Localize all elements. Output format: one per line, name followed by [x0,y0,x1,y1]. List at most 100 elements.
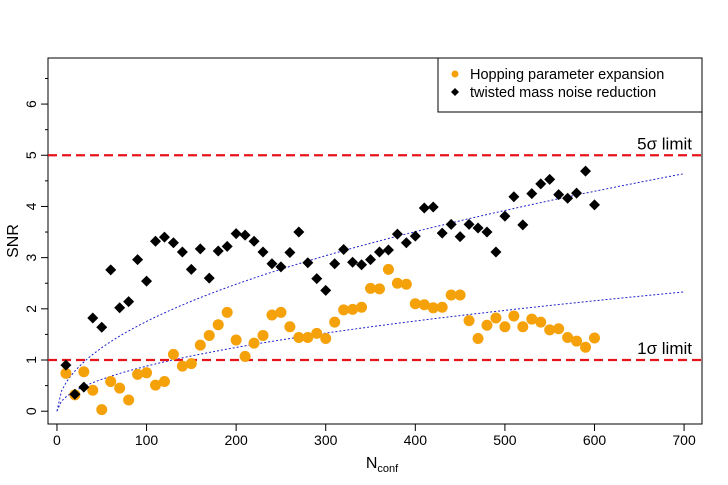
point-0-16 [203,329,215,341]
point-1-41 [427,201,439,213]
y-tick-label-4: 4 [23,202,39,210]
point-0-12 [167,348,179,360]
x-axis-title-sub: conf [377,463,399,475]
point-1-53 [535,178,547,190]
point-0-47 [481,319,493,331]
point-1-39 [409,230,421,242]
series-1 [60,165,600,400]
legend-box [437,57,703,113]
point-0-52 [526,313,538,325]
point-1-57 [571,187,583,199]
point-0-59 [588,332,600,344]
point-0-4 [96,404,108,416]
point-0-25 [284,321,296,333]
x-tick-label-6: 600 [583,432,607,448]
point-0-18 [221,306,233,318]
legend-items: Hopping parameter expansion twisted mass … [451,67,664,101]
legend-label-1: twisted mass noise reduction [470,85,656,101]
point-0-54 [544,324,556,336]
data-series [60,165,600,416]
point-1-0 [60,359,72,371]
point-1-26 [293,226,305,238]
reference-lines: 5σ limit 1σ limit [48,134,702,362]
point-0-37 [391,277,403,289]
point-0-36 [382,263,394,275]
x-tick-label-1: 100 [135,432,159,448]
point-1-8 [132,254,144,266]
point-0-45 [463,315,475,327]
point-1-34 [365,254,377,266]
y-tick-label-2: 2 [23,305,39,313]
point-0-56 [562,331,574,343]
x-axis-title: Nconf [366,455,399,475]
y-axis-title: SNR [5,224,22,258]
point-0-57 [571,335,583,347]
point-0-42 [436,301,448,313]
legend-marker-1 [451,88,459,96]
point-0-30 [329,316,341,328]
x-tick-label-2: 200 [224,432,248,448]
point-1-44 [454,231,466,243]
fit-curve-1 [56,291,685,412]
point-0-13 [176,360,188,372]
point-0-8 [132,368,144,380]
point-1-48 [490,246,502,258]
point-0-14 [185,358,197,370]
x-tick-label-3: 300 [314,432,338,448]
point-0-39 [409,298,421,310]
point-1-5 [105,264,117,276]
point-1-45 [463,218,475,230]
legend-label-0: Hopping parameter expansion [470,67,664,83]
point-1-32 [347,256,359,268]
point-1-16 [203,272,215,284]
x-axis-title-main: N [366,455,378,472]
point-1-24 [275,261,287,273]
point-1-19 [230,228,242,240]
point-1-2 [78,381,90,393]
point-1-1 [69,388,81,400]
point-0-51 [517,321,529,333]
point-1-11 [158,231,170,243]
point-1-12 [167,237,179,249]
point-0-53 [535,316,547,328]
point-0-27 [302,331,314,343]
y-tick-label-0: 0 [23,407,39,415]
ref-line-label-0: 5σ limit [637,134,692,153]
point-0-7 [123,394,135,406]
point-0-32 [347,303,359,315]
point-0-3 [87,384,99,396]
point-1-28 [311,273,323,285]
point-0-22 [257,329,269,341]
point-1-13 [176,246,188,258]
point-0-15 [194,339,206,351]
point-0-9 [141,367,153,379]
point-1-37 [391,228,403,240]
legend: Hopping parameter expansion twisted mass … [437,57,703,113]
point-1-51 [517,219,529,231]
y-tick-label-3: 3 [23,254,39,262]
axes: 0 100 200 300 400 500 600 700 0 1 2 3 4 5 6 [23,77,696,448]
point-0-40 [418,299,430,311]
point-0-43 [445,289,457,301]
point-1-17 [212,245,224,257]
point-0-10 [150,379,162,391]
point-1-46 [472,222,484,234]
point-1-58 [580,165,592,177]
point-1-47 [481,226,493,238]
point-0-5 [105,376,117,388]
point-0-49 [499,321,511,333]
point-0-0 [60,367,72,379]
point-1-35 [373,246,385,258]
point-1-33 [356,259,368,271]
point-1-31 [338,243,350,255]
point-0-17 [212,319,224,331]
x-tick-label-5: 500 [493,432,517,448]
point-0-21 [248,337,260,349]
point-1-50 [508,191,520,203]
point-0-38 [400,278,412,290]
point-0-31 [338,304,350,316]
point-0-23 [266,309,278,321]
x-tick-label-0: 0 [53,432,61,448]
point-1-27 [302,257,314,269]
